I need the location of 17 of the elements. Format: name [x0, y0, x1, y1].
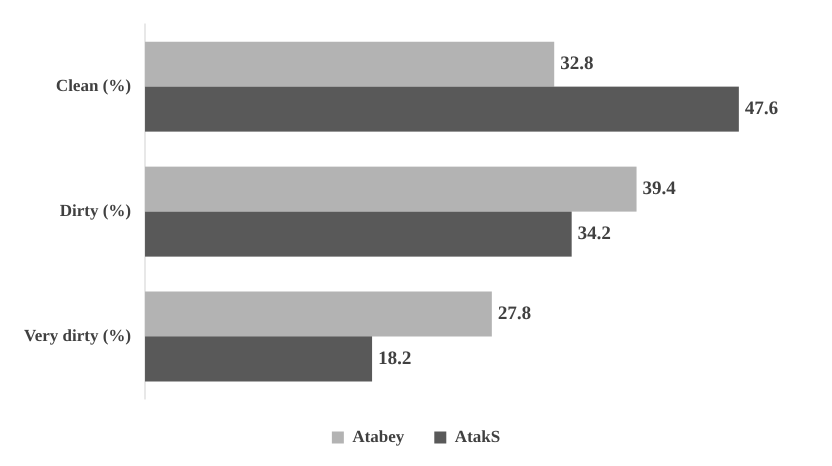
data-label: 47.6: [744, 98, 778, 120]
y-tick-label: Very dirty (%): [24, 326, 132, 345]
data-label: 34.2: [578, 222, 611, 244]
y-tick-label: Clean (%): [56, 76, 132, 96]
bar: [145, 212, 572, 257]
data-label: 32.8: [560, 53, 594, 74]
data-label: 27.8: [498, 302, 532, 324]
legend-label: AtakS: [454, 426, 500, 446]
data-label: 39.4: [642, 178, 676, 200]
legend-label: Atabey: [352, 426, 405, 446]
bar: [145, 292, 492, 337]
bar: [145, 42, 554, 87]
bar: [145, 336, 372, 382]
bar: [145, 86, 739, 132]
y-tick-label: Dirty (%): [60, 200, 132, 220]
bar: [145, 166, 637, 212]
data-label: 18.2: [378, 348, 412, 369]
